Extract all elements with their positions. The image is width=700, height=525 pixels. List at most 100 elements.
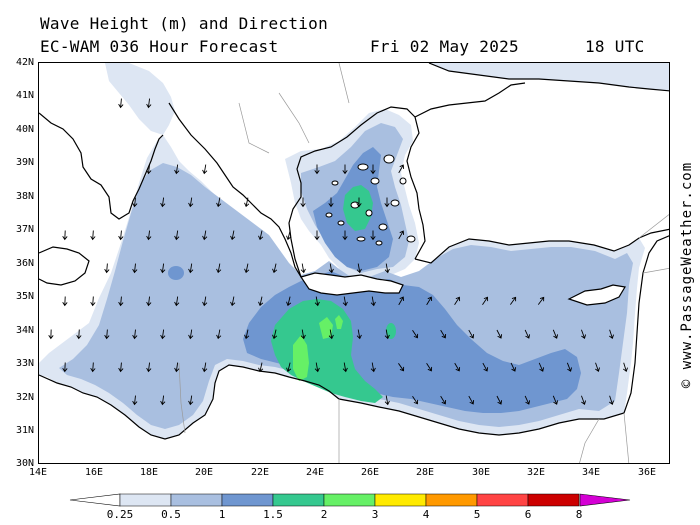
cyprus-island	[567, 284, 626, 306]
wave-zone-1-5-aegean	[343, 185, 373, 231]
wave-direction-arrow	[595, 362, 600, 372]
wave-direction-arrow	[300, 263, 306, 274]
credit-text: © www.PassageWeather.com	[679, 161, 695, 389]
sicily-coast	[39, 246, 90, 286]
wave-direction-arrow	[300, 329, 306, 340]
wave-direction-arrow	[510, 296, 517, 305]
wave-direction-arrow	[384, 329, 390, 340]
lon-label: 22E	[250, 467, 270, 478]
map-canvas	[39, 63, 669, 463]
wave-direction-arrow	[258, 296, 264, 307]
lon-label: 24E	[305, 467, 325, 478]
wave-direction-arrow	[160, 197, 166, 208]
wave-direction-arrow	[328, 197, 334, 208]
wave-direction-arrow	[174, 296, 180, 307]
lat-label: 40N	[15, 124, 34, 135]
map-frame	[38, 62, 670, 464]
legend-arrow-left	[69, 493, 121, 507]
wave-direction-arrow	[216, 263, 222, 274]
wave-direction-arrow	[104, 329, 110, 340]
wave-direction-arrow	[230, 296, 236, 307]
wave-direction-arrow	[510, 362, 517, 372]
legend-label: 2	[320, 508, 328, 521]
wave-direction-arrow	[454, 362, 461, 372]
wave-direction-arrow	[314, 362, 320, 373]
wave-direction-arrow	[146, 98, 152, 109]
wave-direction-arrow	[356, 329, 362, 340]
wave-direction-arrow	[104, 263, 110, 274]
wave-direction-arrow	[468, 329, 475, 339]
black-sea-coast	[428, 63, 669, 92]
legend-swatch	[476, 493, 529, 507]
wave-direction-arrow	[370, 164, 376, 175]
wave-direction-arrow	[538, 362, 545, 372]
legend-label: 1	[218, 508, 226, 521]
wave-zone-1-5-small	[386, 323, 396, 339]
wave-direction-arrow	[398, 164, 405, 174]
wave-zone-1-small-ionian	[168, 266, 184, 280]
wave-direction-arrow	[258, 230, 264, 241]
italy-coast	[39, 112, 164, 220]
lon-label: 20E	[194, 467, 214, 478]
wave-direction-arrow	[62, 296, 68, 307]
legend-label: 6	[524, 508, 532, 521]
wave-direction-arrow	[132, 263, 138, 274]
passageweather-credit: © www.PassageWeather.com	[677, 150, 697, 400]
wave-direction-arrow	[90, 296, 96, 307]
wave-direction-arrow	[609, 395, 614, 406]
wave-direction-arrow	[398, 363, 405, 372]
wave-direction-arrow	[132, 329, 138, 340]
legend-swatch	[221, 493, 274, 507]
lon-label: 26E	[360, 467, 380, 478]
wave-direction-arrow	[132, 197, 138, 208]
wave-direction-arrow	[300, 197, 306, 208]
wave-direction-arrow	[524, 329, 531, 339]
wave-direction-arrow	[202, 230, 208, 241]
wave-direction-arrow	[258, 362, 264, 373]
wave-direction-arrow	[160, 329, 166, 340]
wave-direction-arrow	[118, 362, 124, 373]
crete-island	[300, 272, 404, 296]
greece-aegean-coast	[288, 106, 416, 278]
lon-label: 28E	[415, 467, 435, 478]
wave-direction-arrow	[188, 395, 194, 406]
legend-label: 0.25	[106, 508, 134, 521]
map-title: Wave Height (m) and Direction	[40, 14, 329, 33]
wave-direction-arrow	[524, 395, 531, 405]
legend-swatch	[527, 493, 580, 507]
wave-direction-arrow	[286, 230, 292, 241]
wave-direction-arrow	[384, 263, 390, 274]
wave-direction-arrow	[132, 395, 138, 406]
forecast-time: 18 UTC	[585, 37, 645, 56]
wave-direction-arrow	[426, 296, 433, 306]
lon-label: 14E	[28, 467, 48, 478]
wave-direction-arrow	[328, 263, 334, 274]
wave-direction-arrow	[384, 395, 390, 406]
wave-direction-arrow	[552, 395, 559, 405]
sea-region-black-sea	[429, 63, 669, 91]
turkey-south-coast	[414, 228, 669, 264]
lon-label: 16E	[84, 467, 104, 478]
legend-arrow-right	[579, 493, 631, 507]
lat-label: 33N	[15, 358, 34, 369]
wave-zone-2	[293, 335, 309, 381]
wave-direction-arrow	[314, 164, 320, 175]
wave-direction-arrow	[356, 197, 362, 208]
country-borders	[178, 63, 669, 463]
wave-zone-2-b	[319, 317, 333, 339]
wave-direction-arrow	[286, 296, 292, 307]
wave-direction-arrow	[244, 197, 250, 208]
wave-direction-arrow	[440, 329, 447, 339]
wave-direction-arrow	[272, 263, 278, 274]
legend-label: 3	[371, 508, 379, 521]
lon-label: 36E	[637, 467, 657, 478]
lat-label: 42N	[15, 57, 34, 68]
wave-direction-arrow	[230, 230, 236, 241]
legend-swatch	[425, 493, 478, 507]
legend-swatch	[374, 493, 427, 507]
lat-label: 32N	[15, 392, 34, 403]
wave-direction-arrow	[90, 230, 96, 241]
wave-direction-arrow	[160, 395, 166, 406]
lon-label: 30E	[471, 467, 491, 478]
